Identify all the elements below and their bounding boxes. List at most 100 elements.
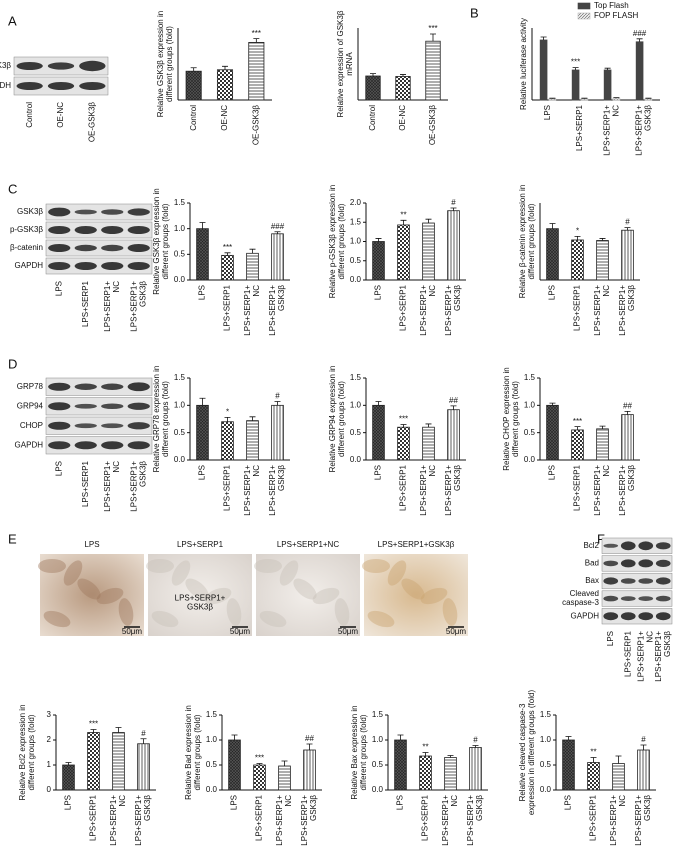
cell	[96, 587, 124, 605]
y-axis-label: different groups (fold)	[193, 714, 202, 790]
blot-band	[655, 612, 671, 621]
bar	[419, 755, 432, 791]
x-tick-label: Control	[368, 105, 377, 131]
error-bar	[425, 423, 432, 428]
blot-band	[655, 595, 671, 602]
blot-row-label: CHOP	[20, 421, 43, 430]
blot-band	[127, 402, 150, 410]
x-tick-label: LPS	[198, 465, 207, 480]
bar	[185, 70, 202, 101]
blot-band	[127, 441, 150, 450]
blot-row-label: p-GSK3β	[10, 225, 43, 234]
y-tick-label: 0.5	[174, 249, 186, 258]
blot-band	[638, 559, 654, 568]
error-bar	[249, 248, 256, 254]
x-tick-label: LPS+SERP1+NC	[243, 285, 261, 336]
error-bar	[400, 219, 407, 225]
bar	[546, 228, 559, 281]
error-bar	[249, 416, 256, 421]
blot-lane-label: LPS+SERP1	[623, 630, 632, 677]
panel-label: D	[8, 356, 17, 371]
x-tick-label: LPS	[374, 285, 383, 300]
blot-band	[48, 262, 71, 270]
y-tick-label: 0	[47, 785, 52, 794]
bar	[571, 239, 584, 281]
significance-label: ##	[305, 734, 314, 743]
blot-band	[603, 560, 619, 567]
blot-band	[79, 82, 106, 90]
x-tick-label: LPS+SERP1+GSK3β	[466, 795, 484, 846]
bar	[303, 749, 316, 791]
blot-band	[603, 577, 619, 585]
panel-label: B	[470, 5, 479, 20]
error-bar	[224, 416, 231, 422]
y-tick-label: 0.0	[540, 785, 552, 794]
bar	[246, 252, 259, 281]
blot-lane-label: LPS+SERP1	[81, 280, 90, 327]
panel-label: C	[8, 181, 17, 196]
blot-band	[48, 421, 71, 430]
blot-band	[127, 382, 150, 392]
blot-band	[48, 402, 71, 411]
x-tick-label: LPS+SERP1	[89, 794, 98, 841]
y-tick-label: 1.0	[524, 400, 536, 409]
blot-band	[127, 208, 150, 216]
error-bar	[447, 755, 454, 758]
cell	[387, 560, 407, 586]
error-bar	[572, 67, 579, 70]
bar	[621, 229, 634, 281]
y-tick-label: 1.5	[524, 373, 536, 382]
blot-band	[655, 577, 671, 585]
blot-lane-label: LPS	[54, 461, 63, 476]
micrograph	[40, 554, 144, 636]
blot-band	[638, 578, 654, 584]
error-bar	[370, 73, 376, 76]
y-axis-label: different groups (fold)	[161, 381, 170, 457]
y-axis-label: Relative p-GSK3β expression in	[328, 185, 337, 299]
blot-band	[48, 244, 71, 252]
x-tick-label: OE-NC	[220, 105, 229, 131]
y-tick-label: 1.0	[174, 224, 186, 233]
blot-band	[101, 209, 124, 215]
micrograph-title: LPS+SERP1	[177, 540, 224, 549]
x-tick-label: LPS	[543, 105, 552, 120]
bar	[372, 404, 385, 461]
y-tick-label: 1.5	[350, 373, 362, 382]
error-bar	[574, 235, 581, 240]
y-tick-label: 1.0	[540, 735, 552, 744]
significance-label: ***	[571, 58, 580, 67]
error-bar	[306, 743, 313, 750]
y-axis-label: different groups (fold)	[511, 381, 520, 457]
x-tick-label: LPS	[198, 285, 207, 300]
error-bar	[115, 727, 122, 733]
error-bar	[400, 424, 407, 428]
y-tick-label: 0.5	[524, 428, 536, 437]
blot-row-label: Bcl2	[583, 541, 599, 550]
legend-label: Top Flash	[594, 1, 629, 10]
blot-band	[620, 612, 636, 621]
blot-row-label: GAPDH	[15, 261, 44, 270]
y-axis-label: different groups (fold)	[527, 203, 536, 279]
x-tick-label: LPS+SERP1+GSK3β	[268, 465, 286, 516]
y-tick-label: 1.0	[350, 237, 362, 246]
x-tick-label: LPS+SERP1	[573, 464, 582, 511]
micrograph-title: LPS+SERP1+GSK3β	[378, 540, 455, 549]
bar	[571, 429, 584, 461]
bar	[447, 210, 460, 281]
blot-lane-label: LPS+SERP1+GSK3β	[129, 461, 147, 512]
blot-band	[47, 62, 75, 70]
cell	[334, 598, 350, 626]
y-tick-label: 1.5	[350, 217, 362, 226]
blot-strip	[601, 537, 673, 554]
y-tick-label: 1.5	[174, 373, 186, 382]
bar	[635, 41, 644, 101]
bar	[137, 743, 150, 791]
error-bar	[140, 738, 147, 744]
significance-label: ###	[633, 29, 647, 38]
panel-label: A	[8, 13, 17, 28]
x-tick-label: LPS+SERP1+NC	[109, 795, 127, 846]
y-axis-label: Relative Bad expression in	[184, 705, 193, 800]
error-bar	[590, 757, 597, 763]
x-tick-label: LPS+SERP1	[399, 464, 408, 511]
x-tick-label: LPS+SERP1+NC	[593, 465, 611, 516]
